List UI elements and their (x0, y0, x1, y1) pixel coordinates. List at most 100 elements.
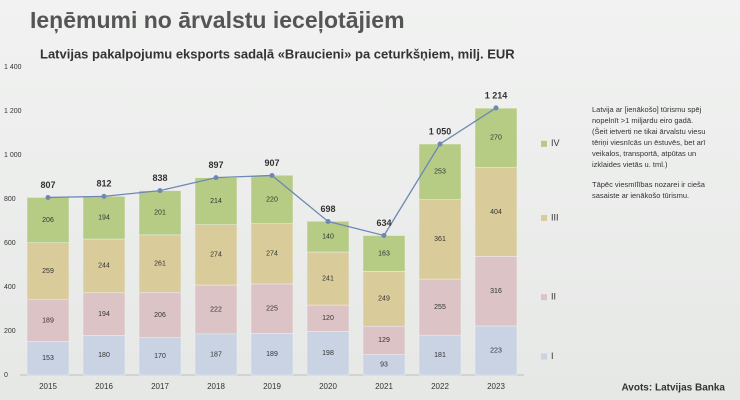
chart-title: Latvijas pakalpojumu eksports sadaļā «Br… (40, 46, 515, 61)
total-point (381, 233, 387, 239)
x-tick-label: 2023 (487, 382, 505, 391)
total-label: 807 (40, 180, 55, 190)
y-tick-label: 400 (4, 284, 16, 291)
bar-segment (418, 199, 462, 280)
segment-label: 361 (434, 236, 446, 243)
segment-label: 194 (98, 215, 110, 222)
y-tick-label: 1 000 (4, 152, 22, 159)
y-tick-label: 200 (4, 328, 16, 335)
bar-segment (82, 238, 126, 293)
segment-label: 244 (98, 263, 110, 270)
segment-label: 93 (380, 362, 388, 369)
y-tick-label: 0 (4, 372, 8, 379)
x-tick-label: 2019 (263, 382, 281, 391)
bar-segment (418, 334, 462, 376)
total-label: 1 214 (485, 90, 508, 100)
bar-segment (138, 292, 182, 338)
segment-label: 255 (434, 304, 446, 311)
x-tick-label: 2016 (95, 382, 113, 391)
segment-label: 220 (266, 196, 278, 203)
segment-label: 163 (378, 250, 390, 257)
bar-segment (250, 223, 294, 285)
total-point (269, 172, 275, 178)
bar-segment (138, 234, 182, 293)
bar-segment (250, 174, 294, 224)
legend-label: IV (551, 138, 560, 148)
segment-label: 225 (266, 306, 278, 313)
bar-segment (474, 256, 518, 327)
bar-segment (306, 331, 350, 376)
total-label: 897 (208, 160, 223, 170)
legend-label: III (551, 212, 559, 222)
bar-segment (474, 167, 518, 257)
segment-label: 153 (42, 355, 54, 362)
source: Avots: Latvijas Banka (621, 383, 725, 394)
segment-label: 274 (210, 252, 222, 259)
segment-label: 249 (378, 296, 390, 303)
total-label: 698 (320, 204, 335, 214)
x-tick-label: 2020 (319, 382, 337, 391)
y-tick-label: 1 400 (4, 64, 22, 71)
segment-label: 189 (266, 351, 278, 358)
x-tick-label: 2018 (207, 382, 225, 391)
segment-label: 201 (154, 210, 166, 217)
bar-segment (306, 251, 350, 306)
total-point (157, 188, 163, 194)
bar-segment (138, 337, 182, 376)
total-label: 907 (264, 158, 279, 168)
bar-segment (250, 283, 294, 334)
segment-label: 206 (154, 312, 166, 319)
slide-title: Ieņēmumi no ārvalstu ieceļotājiem (30, 7, 405, 33)
total-label: 634 (376, 218, 391, 228)
segment-label: 194 (98, 311, 110, 318)
bar-segment (306, 304, 350, 332)
segment-label: 189 (42, 317, 54, 324)
bar-segment (82, 196, 126, 240)
segment-label: 180 (98, 352, 110, 359)
note-line: Latvija ar [ienākošo] tūrismu spēj (592, 105, 702, 114)
legend-swatch (541, 214, 547, 221)
note-line: nopelnīt >1 miljardu eiro gadā. (592, 116, 693, 125)
legend-swatch (541, 294, 547, 301)
x-tick-label: 2021 (375, 382, 393, 391)
x-tick-label: 2015 (39, 382, 57, 391)
bar-segment (82, 292, 126, 336)
bar-segment (362, 271, 406, 327)
bar-segment (474, 107, 518, 168)
segment-label: 316 (490, 288, 502, 295)
note-line: Tāpēc viesmīlības nozarei ir cieša (592, 180, 706, 189)
bar-segment (82, 335, 126, 376)
bar-segment (194, 224, 238, 286)
bar-segment (250, 333, 294, 376)
segment-label: 181 (434, 352, 446, 359)
note-line: sasaiste ar ienākošo tūrismu. (592, 191, 689, 200)
segment-label: 187 (210, 351, 222, 358)
segment-label: 259 (42, 268, 54, 275)
legend-label: I (551, 351, 554, 361)
legend-label: II (551, 292, 556, 302)
total-point (325, 218, 331, 224)
bar-segment (26, 341, 70, 376)
segment-label: 241 (322, 275, 334, 282)
bar-segment (362, 325, 406, 355)
total-point (437, 141, 443, 147)
total-point (101, 193, 107, 199)
segment-label: 129 (378, 337, 390, 344)
y-tick-label: 1 200 (4, 108, 22, 115)
note-line: veikalos, transportā, atpūtas un (592, 149, 696, 158)
y-tick-label: 800 (4, 196, 16, 203)
total-label: 1 050 (429, 126, 452, 136)
segment-label: 274 (266, 251, 278, 258)
segment-label: 261 (154, 260, 166, 267)
segment-label: 222 (210, 306, 222, 313)
legend-swatch (541, 140, 547, 147)
segment-label: 270 (490, 135, 502, 142)
note-line: izklaides vietās u. tml.) (592, 160, 668, 169)
segment-label: 214 (210, 198, 222, 205)
legend-swatch (541, 353, 547, 360)
bar-segment (194, 177, 238, 225)
total-label: 838 (152, 173, 167, 183)
segment-label: 198 (322, 350, 334, 357)
total-point (493, 105, 499, 111)
